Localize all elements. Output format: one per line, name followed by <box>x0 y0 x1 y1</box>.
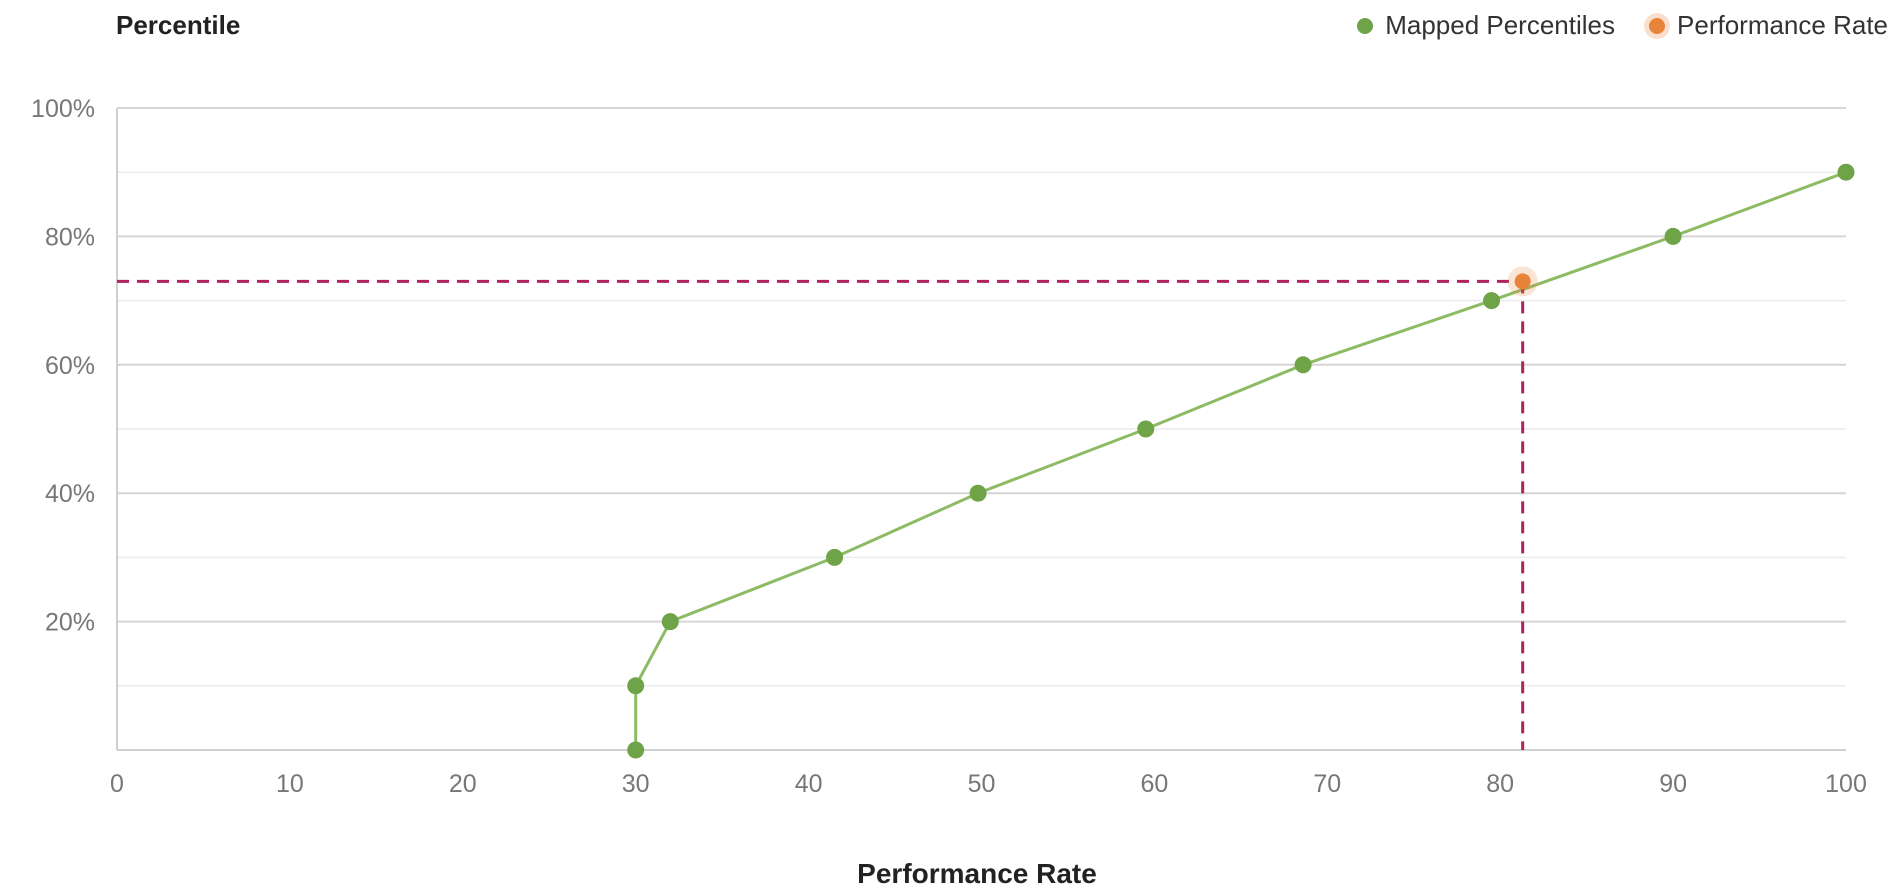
data-point-mapped-percentiles <box>1294 356 1312 374</box>
y-axis-title: Percentile <box>116 10 241 40</box>
data-point-mapped-percentiles <box>661 613 679 631</box>
x-tick-label: 100 <box>1825 770 1867 798</box>
legend-label-mapped-percentiles: Mapped Percentiles <box>1385 10 1616 40</box>
legend-item-mapped-percentiles[interactable]: Mapped Percentiles <box>1357 10 1615 41</box>
x-tick-label: 80 <box>1486 770 1514 798</box>
data-point-mapped-percentiles <box>826 548 844 566</box>
legend-label-performance-rate: Performance Rate <box>1677 10 1888 40</box>
data-point-mapped-percentiles <box>1137 420 1155 438</box>
legend-marker-performance-rate <box>1649 17 1666 34</box>
legend: Mapped Percentiles Performance Rate <box>1357 10 1888 41</box>
x-tick-label: 90 <box>1659 770 1687 798</box>
data-point-mapped-percentiles <box>627 677 645 695</box>
x-axis-title: Performance Rate <box>857 858 1097 889</box>
data-point-mapped-percentiles <box>1664 227 1682 245</box>
y-tick-label: 40% <box>45 480 95 508</box>
x-tick-label: 40 <box>795 770 823 798</box>
legend-item-performance-rate[interactable]: Performance Rate <box>1649 10 1888 41</box>
x-tick-label: 0 <box>110 770 124 798</box>
data-point-mapped-percentiles <box>627 741 645 759</box>
y-tick-label: 20% <box>45 609 95 637</box>
data-point-performance-rate <box>1514 273 1531 290</box>
x-tick-label: 10 <box>276 770 304 798</box>
x-tick-label: 30 <box>622 770 650 798</box>
data-point-mapped-percentiles <box>1483 292 1501 310</box>
legend-marker-mapped-percentiles <box>1357 17 1374 34</box>
x-tick-label: 50 <box>968 770 996 798</box>
x-tick-label: 60 <box>1140 770 1168 798</box>
y-tick-label: 80% <box>45 223 95 251</box>
y-tick-label: 100% <box>31 95 95 123</box>
data-point-mapped-percentiles <box>1837 163 1855 181</box>
series-line-mapped-percentiles <box>634 170 1847 750</box>
x-tick-label: 20 <box>449 770 477 798</box>
data-point-mapped-percentiles <box>969 484 987 502</box>
x-tick-label: 70 <box>1313 770 1341 798</box>
y-tick-label: 60% <box>45 352 95 380</box>
